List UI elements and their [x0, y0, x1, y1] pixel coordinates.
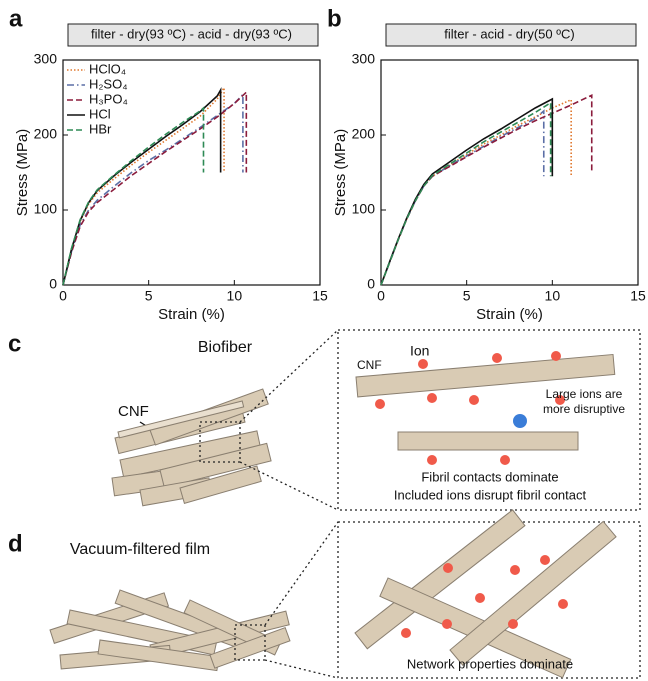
x-tick-label: 0 [377, 288, 385, 304]
y-tick-label: 300 [34, 51, 58, 67]
panel-label: c [8, 330, 21, 357]
series-line [381, 103, 551, 285]
y-tick-label: 0 [49, 276, 57, 292]
y-axis-label: Stress (MPa) [14, 129, 31, 217]
x-tick-label: 10 [227, 288, 243, 304]
series-line [381, 111, 544, 285]
legend-label: HBr [89, 121, 112, 136]
legend-label: H₂SO₄ [89, 76, 128, 91]
fibril [398, 432, 578, 450]
series-line [381, 99, 552, 285]
fiber-label: CNF [357, 358, 382, 372]
chart: b filter - acid - dry(50 ºC) 0 5 10 15 0 100 200… [327, 5, 646, 323]
series-line [381, 100, 571, 285]
caption: Network properties dominate [407, 656, 573, 671]
y-tick-label: 200 [34, 126, 58, 142]
fiber-mat [50, 590, 290, 671]
caption: Fibril contacts dominate [421, 469, 558, 484]
zoom-line [240, 462, 338, 510]
y-tick-label: 200 [352, 126, 376, 142]
note: Large ions are [546, 387, 623, 401]
note: more disruptive [543, 402, 625, 416]
diagram-title: Vacuum-filtered film [70, 541, 210, 558]
zoom-line [265, 522, 338, 625]
zoom-line [265, 660, 338, 678]
ion-label: Ion [410, 343, 429, 359]
y-tick-label: 0 [367, 276, 375, 292]
x-axis-label: Strain (%) [476, 306, 543, 323]
chart: a filter - dry(93 ºC) - acid - dry(93 ºC)… [9, 5, 328, 323]
x-tick-label: 15 [312, 288, 328, 304]
x-tick-label: 5 [145, 288, 153, 304]
zoom-line [240, 330, 338, 422]
x-tick-label: 0 [59, 288, 67, 304]
x-tick-label: 5 [463, 288, 471, 304]
series-line [63, 90, 221, 285]
legend-label: HCl [89, 106, 111, 121]
series-line [63, 88, 224, 285]
y-tick-label: 300 [352, 51, 376, 67]
caption: Included ions disrupt fibril contact [394, 487, 587, 502]
legend-label: HClO₄ [89, 61, 126, 76]
legend-label: H₃PO₄ [89, 91, 128, 106]
x-tick-label: 15 [630, 288, 646, 304]
x-axis-label: Strain (%) [158, 306, 225, 323]
diagram-title: Biofiber [198, 339, 253, 356]
panel-d: d Vacuum-filtered film Network propertie… [8, 510, 640, 678]
chart-title: filter - dry(93 ºC) - acid - dry(93 ºC) [91, 26, 292, 41]
y-tick-label: 100 [352, 201, 376, 217]
panel-label: d [8, 530, 23, 557]
chart-title: filter - acid - dry(50 ºC) [444, 26, 574, 41]
figure: c Biofiber CNF CNF Ion Large ions ar [0, 0, 648, 681]
panel-label: a [9, 5, 23, 32]
x-tick-label: 10 [545, 288, 561, 304]
panel-c: c Biofiber CNF CNF Ion Large ions ar [8, 330, 640, 510]
y-tick-label: 100 [34, 201, 58, 217]
series-line [381, 95, 592, 285]
y-axis-label: Stress (MPa) [332, 129, 349, 217]
plot-frame [381, 60, 638, 285]
series-line [63, 108, 203, 285]
panel-label: b [327, 5, 342, 32]
fiber-label: CNF [118, 403, 149, 420]
